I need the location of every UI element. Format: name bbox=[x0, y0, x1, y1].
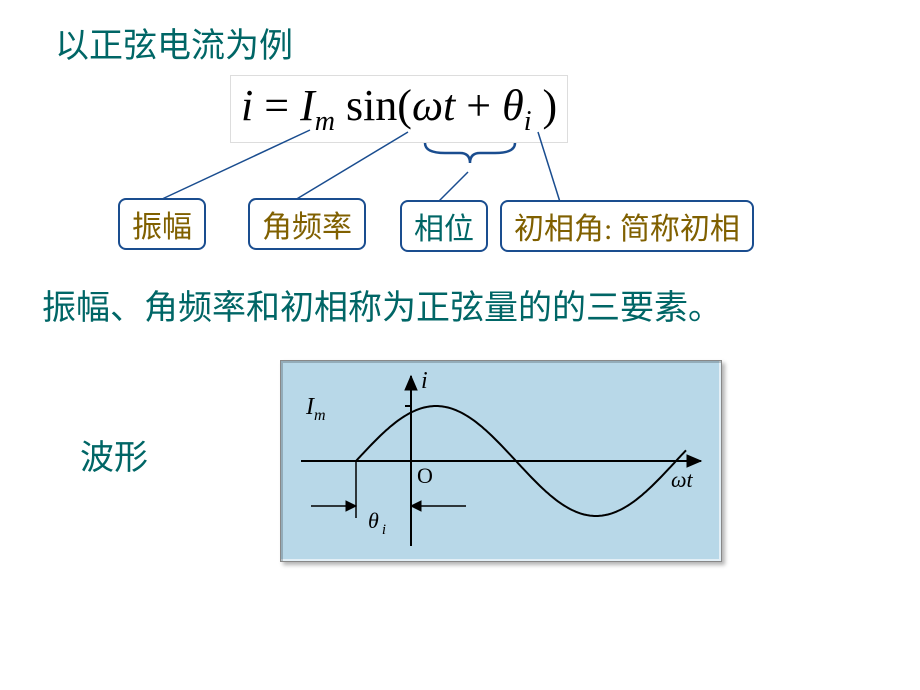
svg-text:O: O bbox=[417, 463, 433, 488]
formula-theta-sub: i bbox=[524, 106, 532, 137]
label-amplitude: 振幅 bbox=[118, 198, 206, 250]
formula-plus: + bbox=[455, 81, 502, 130]
wave-svg: i Im Oωt θi bbox=[281, 361, 721, 561]
formula-amp: I bbox=[300, 81, 315, 130]
formula-omega: ω bbox=[412, 81, 443, 130]
wave-diagram: i Im Oωt θi bbox=[280, 360, 722, 562]
formula-t: t bbox=[443, 81, 455, 130]
formula-amp-sub: m bbox=[315, 106, 335, 137]
formula: i = Im sin(ωt + θi ) bbox=[230, 75, 568, 143]
svg-text:Im: Im bbox=[305, 394, 326, 424]
wave-label: 波形 bbox=[80, 430, 148, 479]
title: 以正弦电流为例 bbox=[55, 18, 293, 67]
formula-sin: sin( bbox=[335, 81, 412, 130]
svg-text:θi: θi bbox=[368, 508, 386, 538]
label-initial-phase: 初相角: 简称初相 bbox=[500, 200, 754, 252]
label-angular-freq: 角频率 bbox=[248, 198, 366, 250]
phase-brace bbox=[420, 138, 520, 173]
label-phase: 相位 bbox=[400, 200, 488, 252]
formula-theta: θ bbox=[502, 81, 524, 130]
svg-text:i: i bbox=[421, 368, 428, 394]
three-elements-sentence: 振幅、角频率和初相称为正弦量的的三要素。 bbox=[42, 280, 722, 329]
formula-eq: = bbox=[253, 81, 300, 130]
formula-lhs: i bbox=[241, 81, 253, 130]
formula-close: ) bbox=[532, 81, 558, 130]
svg-text:ωt: ωt bbox=[671, 467, 694, 492]
